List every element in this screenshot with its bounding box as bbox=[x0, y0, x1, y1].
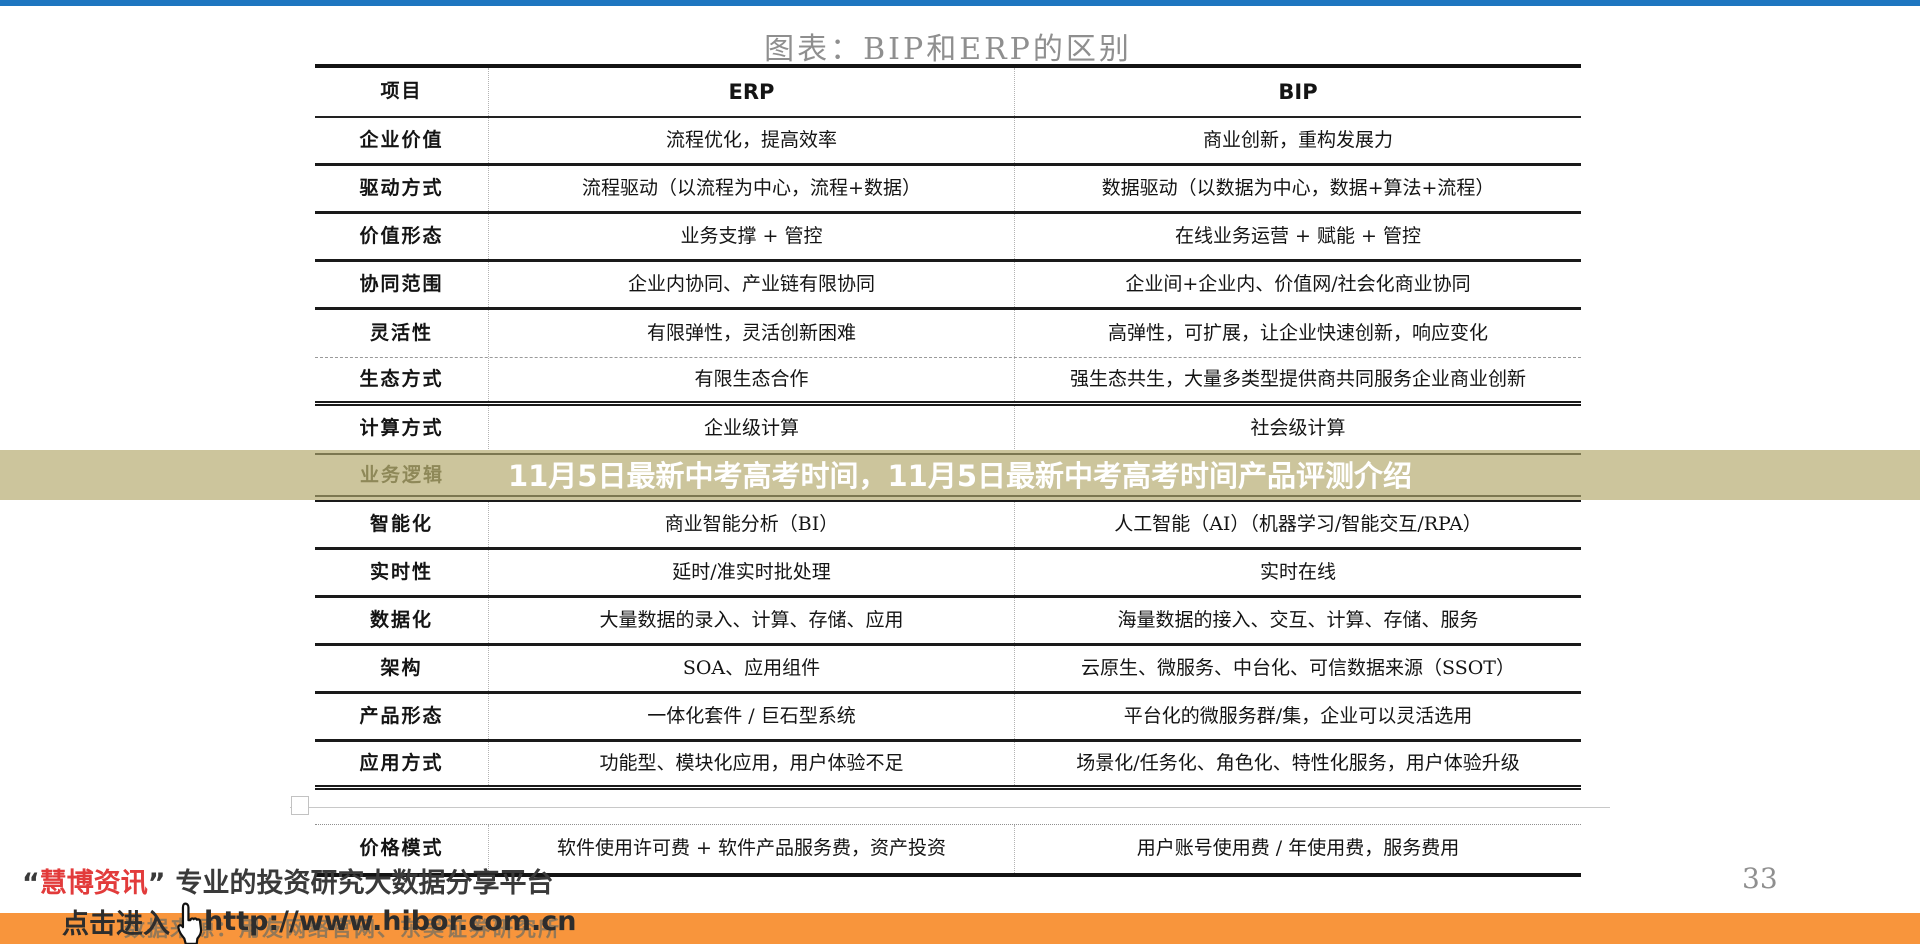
erp-cell: 延时/准实时批处理 bbox=[489, 550, 1015, 595]
table-row: 驱动方式 流程驱动（以流程为中心，流程+数据） 数据驱动（以数据为中心，数据+算法+… bbox=[315, 166, 1581, 214]
row-label-cell: 价值形态 bbox=[315, 214, 489, 259]
quote-open: “ bbox=[22, 868, 40, 899]
table-row: 生态方式 有限生态合作 强生态共生，大量多类型提供商共同服务企业商业创新 bbox=[315, 358, 1581, 406]
bip-cell: 高弹性，可扩展，让企业快速创新，响应变化 bbox=[1107, 321, 1488, 344]
bip-cell: 企业间+企业内、价值网/社会化商业协同 bbox=[1125, 272, 1471, 295]
table-row: 协同范围 企业内协同、产业链有限协同 企业间+企业内、价值网/社会化商业协同 bbox=[315, 262, 1581, 310]
bip-cell: 商业创新，重构发展力 bbox=[1202, 128, 1393, 151]
erp-cell: 有限生态合作 bbox=[489, 358, 1015, 401]
row-label-cell: 价格模式 bbox=[315, 825, 489, 873]
table-row: 计算方式 企业级计算 社会级计算 bbox=[315, 406, 1581, 454]
click-enter-label[interactable]: 点击进入 bbox=[62, 908, 170, 940]
bip-cell: 场景化/任务化、角色化、特性化服务，用户体验升级 bbox=[1076, 751, 1520, 774]
brand-name: 慧博资讯 bbox=[39, 868, 148, 899]
erp-cell: 流程驱动（以流程为中心，流程+数据） bbox=[489, 166, 1015, 211]
erp-cell: 功能型、模块化应用，用户体验不足 bbox=[489, 742, 1015, 785]
page-number: 33 bbox=[1742, 862, 1778, 895]
row-label-cell: 灵活性 bbox=[315, 310, 489, 357]
top-accent-bar bbox=[0, 0, 1920, 6]
headline-overlay-banner: 业务逻辑 11月5日最新中考高考时间，11月5日最新中考高考时间产品评测介绍 bbox=[0, 450, 1920, 500]
erp-cell: 大量数据的录入、计算、存储、应用 bbox=[489, 598, 1015, 643]
bip-cell: 用户账号使用费 / 年使用费，服务费用 bbox=[1136, 837, 1460, 860]
bracket-artifact bbox=[291, 796, 309, 815]
table-row: 应用方式 功能型、模块化应用，用户体验不足 场景化/任务化、角色化、特性化服务，用户… bbox=[315, 742, 1581, 790]
table-row: 灵活性 有限弹性，灵活创新困难 高弹性，可扩展，让企业快速创新，响应变化 bbox=[315, 310, 1581, 358]
row-label-cell: 计算方式 bbox=[315, 406, 489, 451]
brand-tagline: 专业的投资研究大数据分享平台 bbox=[175, 868, 554, 899]
table-header-row: 项目 ERP BIP bbox=[315, 68, 1581, 118]
row-label-cell: 智能化 bbox=[315, 502, 489, 547]
table-row: 价格模式 软件使用许可费 + 软件产品服务费，资产投资 用户账号使用费 / 年使用费… bbox=[315, 825, 1581, 873]
erp-cell: 软件使用许可费 + 软件产品服务费，资产投资 bbox=[489, 825, 1015, 873]
bip-cell: 数据驱动（以数据为中心，数据+算法+流程） bbox=[1101, 176, 1495, 199]
erp-cell: 流程优化，提高效率 bbox=[489, 118, 1015, 163]
erp-cell: 企业级计算 bbox=[489, 406, 1015, 451]
table-row: 实时性 延时/准实时批处理 实时在线 bbox=[315, 550, 1581, 598]
row-label-cell: 驱动方式 bbox=[315, 166, 489, 211]
bip-cell: 平台化的微服务群/集，企业可以灵活选用 bbox=[1123, 704, 1473, 727]
row-label-cell: 产品形态 bbox=[315, 694, 489, 739]
row-label-cell: 架构 bbox=[315, 646, 489, 691]
banner-bottom-line bbox=[315, 495, 1581, 497]
table-body: 企业价值 流程优化，提高效率 商业创新，重构发展力驱动方式 流程驱动（以流程为中心，流… bbox=[290, 118, 1610, 873]
header-erp-col: ERP bbox=[489, 68, 1015, 116]
banner-top-line bbox=[315, 453, 1581, 455]
table-row: 智能化 商业智能分析（BI） 人工智能（AI）（机器学习/智能交互/RPA） bbox=[315, 502, 1581, 550]
header-item-col: 项目 bbox=[315, 68, 489, 116]
row-label-cell: 应用方式 bbox=[315, 742, 489, 785]
bip-cell: 实时在线 bbox=[1259, 560, 1336, 583]
hand-cursor-icon bbox=[172, 902, 206, 944]
header-bip-col: BIP bbox=[1278, 79, 1318, 104]
erp-cell: 业务支撑 + 管控 bbox=[489, 214, 1015, 259]
table-row: 架构 SOA、应用组件 云原生、微服务、中台化、可信数据来源（SSOT） bbox=[315, 646, 1581, 694]
table-row: 企业价值 流程优化，提高效率 商业创新，重构发展力 bbox=[315, 118, 1581, 166]
bip-cell: 海量数据的接入、交互、计算、存储、服务 bbox=[1117, 608, 1479, 631]
bip-cell: 在线业务运营 + 赋能 + 管控 bbox=[1175, 224, 1421, 247]
divider-line bbox=[290, 807, 1610, 808]
erp-cell: SOA、应用组件 bbox=[489, 646, 1015, 691]
bip-cell: 社会级计算 bbox=[1250, 416, 1346, 439]
hibor-brand-line: “慧博资讯” 专业的投资研究大数据分享平台 bbox=[22, 861, 554, 900]
comparison-table: 项目 ERP BIP 企业价值 流程优化，提高效率 商业创新，重构发展力驱动方式 流程… bbox=[290, 64, 1610, 877]
covered-row-label: 业务逻辑 bbox=[359, 464, 444, 486]
table-row: 产品形态 一体化套件 / 巨石型系统 平台化的微服务群/集，企业可以灵活选用 bbox=[315, 694, 1581, 742]
row-label-cell: 数据化 bbox=[315, 598, 489, 643]
table-row: 价值形态 业务支撑 + 管控 在线业务运营 + 赋能 + 管控 bbox=[315, 214, 1581, 262]
quote-close: ” bbox=[147, 868, 166, 899]
table-row: 数据化 大量数据的录入、计算、存储、应用 海量数据的接入、交互、计算、存储、服务 bbox=[315, 598, 1581, 646]
bottom-orange-bar: 数据来源：用友网络官网、东吴证券研究所 bbox=[0, 913, 1920, 944]
bip-cell: 人工智能（AI）（机器学习/智能交互/RPA） bbox=[1114, 512, 1482, 535]
erp-cell: 有限弹性，灵活创新困难 bbox=[489, 310, 1015, 357]
table-spacer bbox=[290, 790, 1610, 825]
erp-cell: 一体化套件 / 巨石型系统 bbox=[489, 694, 1015, 739]
erp-cell: 商业智能分析（BI） bbox=[489, 502, 1015, 547]
bip-cell: 强生态共生，大量多类型提供商共同服务企业商业创新 bbox=[1069, 367, 1526, 390]
row-label-cell: 企业价值 bbox=[315, 118, 489, 163]
row-label-cell: 实时性 bbox=[315, 550, 489, 595]
chart-title: 图表：BIP和ERP的区别 bbox=[764, 32, 1132, 67]
erp-cell: 企业内协同、产业链有限协同 bbox=[489, 262, 1015, 307]
hibor-link-line[interactable]: 点击进入 http://www.hibor.com.cn bbox=[62, 899, 577, 944]
bip-cell: 云原生、微服务、中台化、可信数据来源（SSOT） bbox=[1081, 656, 1515, 679]
overlay-headline: 11月5日最新中考高考时间，11月5日最新中考高考时间产品评测介绍 bbox=[507, 459, 1413, 493]
row-label-cell: 生态方式 bbox=[315, 358, 489, 401]
row-label-cell: 协同范围 bbox=[315, 262, 489, 307]
hibor-url[interactable]: http://www.hibor.com.cn bbox=[204, 905, 577, 937]
